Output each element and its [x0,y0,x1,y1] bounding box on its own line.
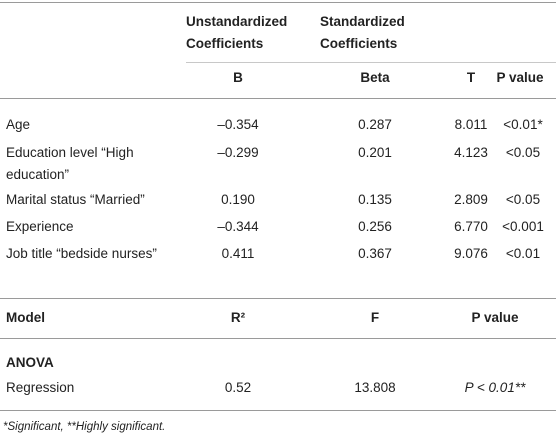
cell: –0.354 [217,117,259,132]
column-header: B [233,70,243,85]
model-header: F [370,310,380,325]
row-label: Experience [6,219,74,234]
row-label: Job title “bedside nurses” [6,246,157,261]
row-label: Marital status “Married” [6,192,145,207]
cell: 0.201 [358,145,392,160]
cell: <0.05 [505,145,541,160]
rule [186,62,556,63]
cell: 0.367 [358,246,392,261]
column-header: P value [496,70,544,85]
cell: 0.411 [221,246,255,261]
column-header: T [466,70,476,85]
group-header: Unstandardized Coefficients [186,14,288,51]
rule [0,410,556,411]
row-label: Age [6,117,31,132]
rule [0,98,556,99]
rule [0,298,556,299]
rule [0,2,556,3]
cell: 9.076 [454,246,488,261]
cell: 6.770 [454,219,488,234]
cell: <0.001 [502,219,544,234]
model-cell: 0.52 [224,380,252,395]
model-cell: Regression [6,380,75,395]
cell: 4.123 [454,145,488,160]
group-header: Standardized Coefficients [320,14,405,51]
rule [0,338,556,339]
cell: <0.05 [505,192,541,207]
cell: 0.135 [358,192,392,207]
cell: –0.344 [217,219,259,234]
row-label: Education level “High education” [6,145,134,182]
model-cell: 13.808 [354,380,396,395]
cell: <0.01* [503,117,543,132]
cell: 0.190 [221,192,255,207]
cell: <0.01 [505,246,541,261]
model-header: R² [230,310,246,325]
cell: 0.287 [358,117,392,132]
cell: 2.809 [454,192,488,207]
cell: –0.299 [217,145,259,160]
model-header: P value [471,310,519,325]
column-header: Beta [360,70,390,85]
cell: 8.011 [454,117,488,132]
section-label: ANOVA [6,355,54,370]
cell: 0.256 [358,219,392,234]
model-header: Model [6,310,45,325]
footnote: *Significant, **Highly significant. [3,421,166,433]
model-cell: P < 0.01** [464,380,526,395]
